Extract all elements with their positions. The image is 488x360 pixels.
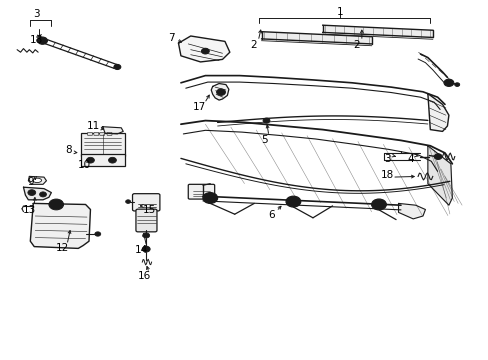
Circle shape — [49, 199, 63, 210]
Text: 8: 8 — [65, 145, 72, 156]
FancyBboxPatch shape — [132, 194, 160, 211]
Text: 3: 3 — [383, 154, 390, 164]
Circle shape — [86, 157, 94, 163]
Ellipse shape — [33, 178, 41, 183]
FancyBboxPatch shape — [188, 184, 214, 199]
Circle shape — [219, 91, 223, 94]
Circle shape — [38, 37, 47, 44]
Circle shape — [201, 48, 209, 54]
Text: 4: 4 — [407, 154, 413, 164]
Text: 2: 2 — [353, 40, 360, 50]
Circle shape — [371, 199, 386, 210]
Text: 9: 9 — [27, 177, 34, 187]
Polygon shape — [102, 127, 123, 134]
Circle shape — [454, 83, 459, 86]
Text: 18: 18 — [380, 170, 393, 180]
Polygon shape — [398, 203, 425, 219]
Circle shape — [28, 190, 36, 195]
Circle shape — [285, 196, 300, 207]
Polygon shape — [427, 94, 448, 131]
Circle shape — [108, 157, 116, 163]
Circle shape — [95, 232, 101, 236]
Text: 5: 5 — [260, 135, 267, 145]
FancyBboxPatch shape — [107, 132, 112, 135]
FancyBboxPatch shape — [100, 132, 104, 135]
Text: 3: 3 — [33, 9, 40, 19]
FancyBboxPatch shape — [87, 132, 92, 135]
FancyBboxPatch shape — [94, 132, 99, 135]
Text: 1: 1 — [336, 6, 343, 17]
Text: 14: 14 — [135, 245, 148, 255]
Circle shape — [216, 89, 225, 95]
Text: 18: 18 — [30, 35, 43, 45]
FancyBboxPatch shape — [136, 209, 157, 232]
Circle shape — [125, 200, 130, 203]
Text: 13: 13 — [22, 204, 36, 215]
Text: 17: 17 — [192, 102, 206, 112]
Text: 16: 16 — [137, 271, 151, 282]
FancyBboxPatch shape — [81, 133, 124, 156]
Circle shape — [114, 64, 121, 69]
Text: 10: 10 — [78, 159, 90, 170]
Polygon shape — [178, 36, 229, 62]
Text: 12: 12 — [55, 243, 69, 253]
Text: 15: 15 — [142, 204, 156, 215]
Circle shape — [263, 118, 269, 123]
Circle shape — [40, 192, 46, 197]
Circle shape — [290, 199, 296, 204]
Text: 6: 6 — [267, 210, 274, 220]
Polygon shape — [23, 187, 51, 200]
Polygon shape — [211, 84, 228, 100]
Polygon shape — [30, 203, 90, 248]
Circle shape — [142, 246, 150, 252]
Text: 2: 2 — [249, 40, 256, 50]
Polygon shape — [427, 146, 451, 205]
Circle shape — [433, 154, 441, 159]
FancyBboxPatch shape — [81, 154, 124, 166]
Circle shape — [142, 233, 149, 238]
Text: 11: 11 — [87, 121, 101, 131]
Circle shape — [443, 79, 453, 86]
Circle shape — [375, 202, 381, 207]
Text: 7: 7 — [167, 33, 174, 43]
Circle shape — [207, 196, 213, 200]
Polygon shape — [28, 176, 46, 184]
Circle shape — [203, 193, 217, 203]
